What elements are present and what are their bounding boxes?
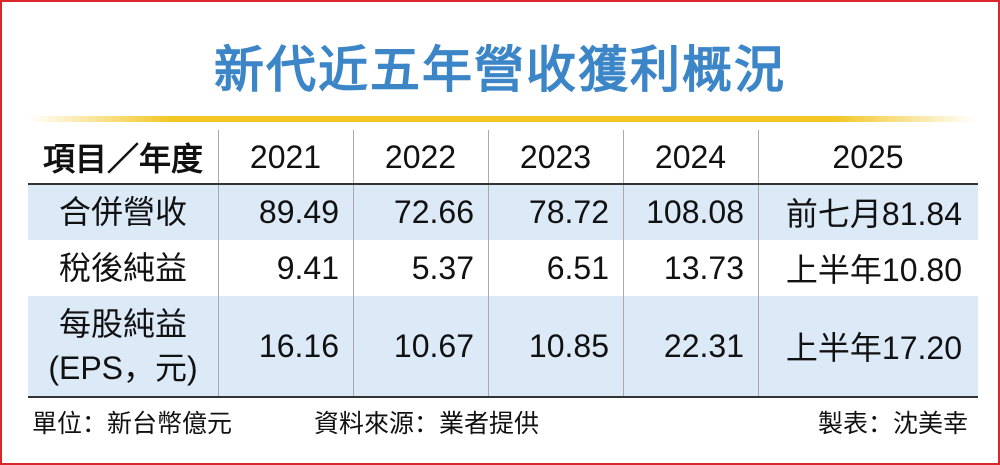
footer-source: 資料來源：業者提供 [314, 410, 540, 438]
row-label-line: 合併營收 [58, 194, 187, 230]
column-separator [758, 240, 759, 296]
column-separator [353, 130, 354, 184]
table-row: 稅後純益 9.41 5.37 6.51 13.73 上半年10.80 [28, 240, 978, 296]
title-rule [28, 116, 976, 122]
header-rule [28, 183, 978, 185]
column-separator [218, 184, 219, 240]
row-label-line: (EPS，元) [48, 350, 198, 386]
column-separator [353, 240, 354, 296]
table-row: 每股純益 (EPS，元) 16.16 10.67 10.85 22.31 上半年17.20 [28, 296, 978, 396]
table-cell: 78.72 [528, 193, 609, 230]
table-cell: 10.85 [528, 327, 609, 364]
row-label: 每股純益 (EPS，元) [28, 296, 218, 396]
row-label-line: 每股純益 [58, 306, 187, 342]
row-label-line: 稅後純益 [58, 250, 187, 286]
table-cell: 108.08 [646, 193, 744, 230]
header-cell: 2021 [249, 138, 322, 175]
table-cell: 前七月81.84 [785, 196, 962, 232]
row-label: 合併營收 [28, 184, 218, 240]
footer-unit: 單位：新台幣億元 [32, 410, 233, 438]
column-separator [623, 240, 624, 296]
table-cell: 9.41 [276, 249, 339, 286]
column-separator [758, 184, 759, 240]
column-separator [488, 296, 489, 396]
column-separator [488, 130, 489, 184]
row-label: 稅後純益 [28, 240, 218, 296]
header-cell: 2022 [384, 138, 457, 175]
table-cell: 16.16 [258, 327, 339, 364]
column-separator [218, 240, 219, 296]
table-cell: 6.51 [546, 249, 609, 286]
table-cell: 22.31 [663, 327, 744, 364]
column-separator [488, 240, 489, 296]
column-separator [623, 296, 624, 396]
column-separator [758, 130, 759, 184]
bottom-rule [28, 396, 978, 398]
column-separator [353, 296, 354, 396]
table-cell: 10.67 [393, 327, 474, 364]
table-cell: 89.49 [258, 193, 339, 230]
table-cell: 5.37 [411, 249, 474, 286]
title: 新代近五年營收獲利概況 [214, 42, 786, 98]
column-separator [758, 296, 759, 396]
column-separator [623, 184, 624, 240]
table-cell: 72.66 [393, 193, 474, 230]
header-cell: 項目／年度 [42, 141, 203, 177]
header-cell: 2023 [519, 138, 592, 175]
table-row: 合併營收 89.49 72.66 78.72 108.08 前七月81.84 [28, 184, 978, 240]
header-row: 項目／年度 2021 2022 2023 2024 2025 [28, 130, 978, 184]
table-cell: 上半年10.80 [785, 252, 962, 288]
table-cell: 13.73 [663, 249, 744, 286]
header-cell: 2024 [654, 138, 727, 175]
column-separator [218, 130, 219, 184]
column-separator [218, 296, 219, 396]
column-separator [488, 184, 489, 240]
table-cell: 上半年17.20 [785, 330, 962, 366]
header-cell: 2025 [832, 138, 904, 175]
column-separator [623, 130, 624, 184]
column-separator [353, 184, 354, 240]
footer-author: 製表：沈美幸 [817, 410, 968, 438]
